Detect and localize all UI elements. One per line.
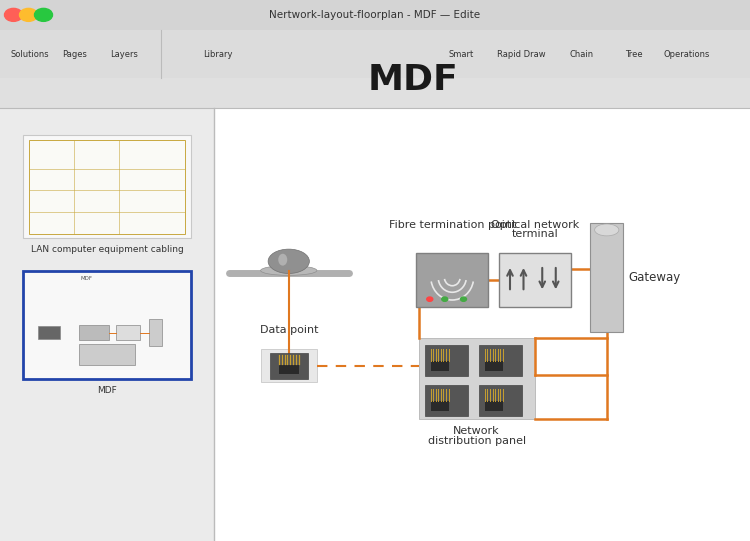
Ellipse shape — [268, 249, 309, 274]
Text: Chain: Chain — [569, 50, 593, 58]
FancyBboxPatch shape — [424, 385, 468, 416]
FancyBboxPatch shape — [22, 135, 191, 238]
Text: Gateway: Gateway — [628, 270, 681, 284]
Text: Operations: Operations — [663, 50, 710, 58]
FancyBboxPatch shape — [485, 401, 503, 411]
FancyBboxPatch shape — [38, 326, 60, 340]
Text: Tree: Tree — [625, 50, 643, 58]
Circle shape — [427, 297, 433, 301]
Text: Library: Library — [202, 50, 232, 58]
Text: MDF: MDF — [368, 63, 458, 97]
Circle shape — [34, 8, 53, 21]
FancyBboxPatch shape — [479, 345, 523, 376]
Text: Pages: Pages — [62, 50, 88, 58]
FancyBboxPatch shape — [479, 385, 523, 416]
Text: Fibre termination point: Fibre termination point — [388, 220, 516, 230]
FancyBboxPatch shape — [485, 361, 503, 371]
FancyBboxPatch shape — [0, 108, 214, 541]
Text: Layers: Layers — [110, 50, 138, 58]
Circle shape — [460, 297, 466, 301]
FancyBboxPatch shape — [261, 349, 316, 382]
Text: MDF: MDF — [81, 276, 93, 281]
Text: LAN computer equipment cabling: LAN computer equipment cabling — [31, 245, 183, 254]
FancyBboxPatch shape — [79, 344, 135, 365]
FancyBboxPatch shape — [419, 338, 535, 419]
FancyBboxPatch shape — [148, 319, 162, 346]
FancyBboxPatch shape — [430, 361, 448, 371]
FancyBboxPatch shape — [270, 353, 308, 379]
FancyBboxPatch shape — [416, 253, 488, 307]
Text: Data point: Data point — [260, 326, 318, 335]
FancyBboxPatch shape — [430, 401, 448, 411]
FancyBboxPatch shape — [590, 223, 623, 332]
Text: Solutions: Solutions — [10, 50, 50, 58]
Text: MDF: MDF — [97, 386, 117, 395]
Ellipse shape — [261, 266, 316, 275]
FancyBboxPatch shape — [0, 78, 750, 108]
Text: Nertwork-layout-floorplan - MDF — Edite: Nertwork-layout-floorplan - MDF — Edite — [269, 10, 481, 20]
FancyBboxPatch shape — [22, 270, 191, 379]
FancyBboxPatch shape — [0, 30, 750, 78]
FancyBboxPatch shape — [279, 365, 298, 374]
FancyBboxPatch shape — [214, 108, 750, 541]
FancyBboxPatch shape — [0, 0, 750, 30]
FancyBboxPatch shape — [79, 325, 109, 340]
Circle shape — [442, 297, 448, 301]
FancyBboxPatch shape — [28, 140, 185, 234]
Circle shape — [4, 8, 22, 21]
Text: Optical network: Optical network — [490, 220, 579, 230]
Text: Rapid Draw: Rapid Draw — [497, 50, 545, 58]
Circle shape — [20, 8, 38, 21]
Text: Smart: Smart — [448, 50, 474, 58]
FancyBboxPatch shape — [499, 253, 571, 307]
Text: Network: Network — [453, 426, 500, 436]
FancyBboxPatch shape — [424, 345, 468, 376]
Ellipse shape — [278, 254, 287, 266]
FancyBboxPatch shape — [116, 325, 140, 340]
Ellipse shape — [595, 224, 619, 236]
Text: distribution panel: distribution panel — [427, 436, 526, 445]
Text: terminal: terminal — [512, 229, 558, 239]
